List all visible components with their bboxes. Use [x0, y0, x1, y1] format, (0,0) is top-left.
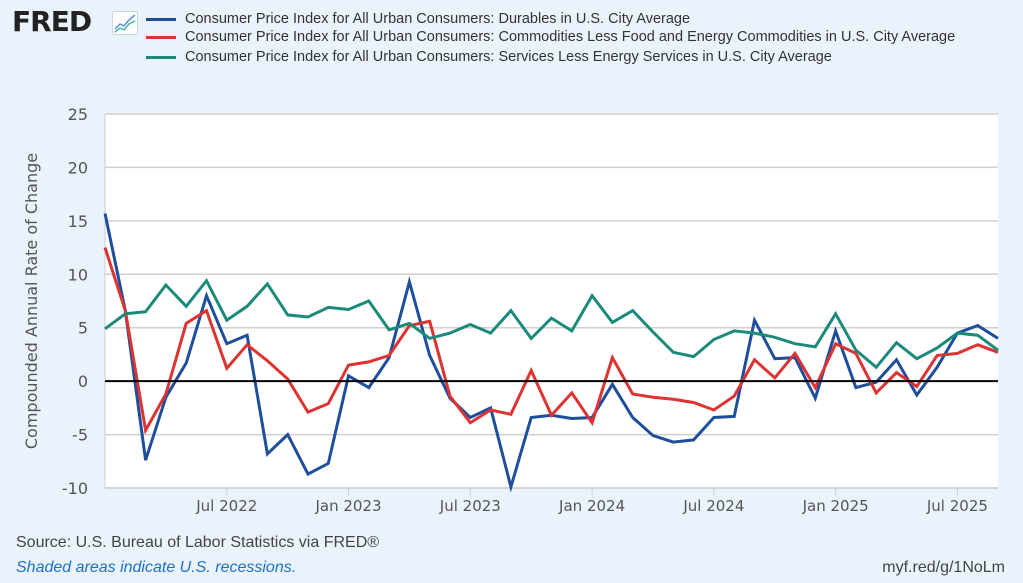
y-tick-label: 10	[68, 265, 88, 284]
legend-label: Consumer Price Index for All Urban Consu…	[185, 11, 691, 27]
x-tick-label: Jan 2023	[315, 497, 382, 515]
series-line-2[interactable]	[104, 277, 999, 370]
y-tick-label: -10	[62, 479, 88, 498]
y-axis-label: Compounded Annual Rate of Change	[22, 153, 41, 449]
recession-note[interactable]: Shaded areas indicate U.S. recessions.	[16, 559, 297, 576]
y-tick-label: -5	[72, 426, 88, 445]
chart-legend: Consumer Price Index for All Urban Consu…	[146, 10, 1006, 66]
legend-item-commodities[interactable]: Consumer Price Index for All Urban Consu…	[146, 28, 1006, 46]
plot-area	[105, 114, 998, 488]
x-tick-label: Jan 2025	[802, 497, 869, 515]
legend-label: Consumer Price Index for All Urban Consu…	[185, 29, 956, 45]
gridlines	[104, 113, 998, 489]
legend-swatch	[146, 56, 176, 59]
y-tick-label: 15	[68, 212, 88, 231]
x-tick-label: Jan 2024	[558, 497, 625, 515]
fred-logo[interactable]: FRED	[12, 5, 92, 38]
y-axis-ticks: 25 20 15 10 5 0 -5 -10	[62, 105, 88, 498]
short-link[interactable]: myf.red/g/1NoLm	[882, 559, 1005, 576]
line-chart-icon[interactable]	[112, 11, 138, 35]
x-tick-label: Jul 2025	[926, 497, 988, 515]
x-tick-label: Jul 2024	[682, 497, 744, 515]
x-tick-label: Jul 2023	[439, 497, 501, 515]
y-tick-label: 25	[68, 105, 88, 124]
x-axis-ticks: Jul 2022 Jan 2023 Jul 2023 Jan 2024 Jul 2024…	[195, 488, 988, 515]
y-tick-label: 5	[78, 319, 88, 338]
legend-item-services[interactable]: Consumer Price Index for All Urban Consu…	[146, 48, 1006, 66]
y-tick-label: 20	[68, 158, 88, 177]
legend-swatch	[146, 18, 176, 21]
legend-swatch	[146, 36, 176, 39]
legend-item-durables[interactable]: Consumer Price Index for All Urban Consu…	[146, 10, 1006, 28]
source-text: Source: U.S. Bureau of Labor Statistics …	[16, 534, 380, 551]
series-lines	[103, 213, 999, 493]
y-tick-label: 0	[78, 372, 88, 391]
legend-label: Consumer Price Index for All Urban Consu…	[185, 49, 832, 65]
x-tick-label: Jul 2022	[195, 497, 257, 515]
series-line-1[interactable]	[103, 247, 999, 435]
